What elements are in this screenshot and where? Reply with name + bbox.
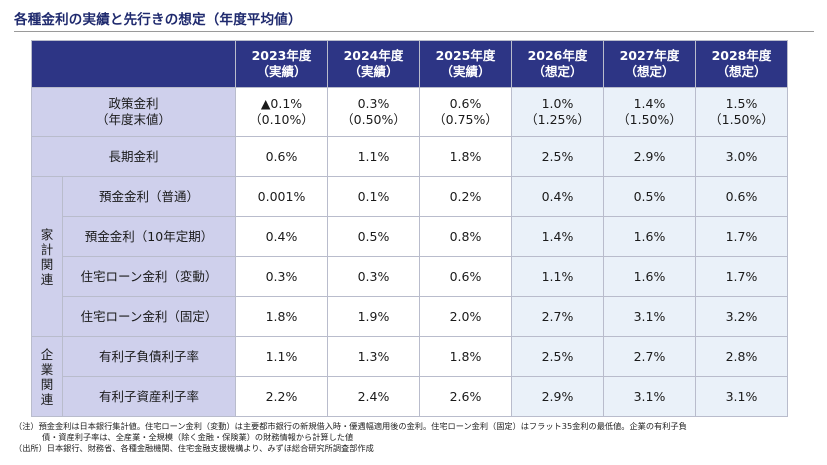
footnote-note-cont: 債・資産利子率は、全産業・全規模（除く金融・保険業）の財務情報から計算した値: [42, 432, 354, 442]
table-cell: 0.2%: [419, 176, 512, 217]
table-cell: 1.8%: [419, 136, 512, 177]
table-cell: 2.7%: [603, 336, 696, 377]
header-col-2024: 2024年度 （実績）: [327, 40, 420, 88]
header-row: 2023年度 （実績） 2024年度 （実績） 2025年度 （実績） 2026年度（…: [31, 40, 788, 88]
table-cell: 1.5% （1.50%）: [695, 87, 788, 137]
table-cell: 0.3%: [327, 256, 420, 297]
table-cell: 2.7%: [511, 296, 604, 337]
table-cell: 2.5%: [511, 336, 604, 377]
table-cell: 0.3% （0.50%）: [327, 87, 420, 137]
table-cell: 2.4%: [327, 376, 420, 417]
interest-rate-table: 2023年度 （実績） 2024年度 （実績） 2025年度 （実績） 2026年度（…: [31, 40, 788, 417]
table-cell: 1.3%: [327, 336, 420, 377]
table-cell: 0.1%: [327, 176, 420, 217]
table-cell: 1.8%: [419, 336, 512, 377]
table-row-long-term-rate: 長期金利 0.6% 1.1% 1.8% 2.5% 2.9% 3.0%: [31, 136, 788, 177]
table-cell: 0.3%: [235, 256, 328, 297]
table-cell: 0.5%: [327, 216, 420, 257]
group-label-corporate: 企業関連: [31, 336, 63, 417]
table-cell: 2.5%: [511, 136, 604, 177]
row-label-mortgage-variable: 住宅ローン金利（変動）: [62, 256, 236, 297]
header-col-2027: 2027年度 （想定）: [603, 40, 696, 88]
table-cell: 3.0%: [695, 136, 788, 177]
table-cell: 1.6%: [603, 216, 696, 257]
table-row-mortgage-variable: 住宅ローン金利（変動） 0.3% 0.3% 0.6% 1.1% 1.6% 1.7…: [32, 256, 788, 297]
row-label-mortgage-fixed: 住宅ローン金利（固定）: [62, 296, 236, 337]
table-cell: 0.001%: [235, 176, 328, 217]
table-row-asset-interest: 有利子資産利子率 2.2% 2.4% 2.6% 2.9% 3.1% 3.1%: [32, 376, 788, 417]
table-cell: 1.0% （1.25%）: [511, 87, 604, 137]
header-col-2023: 2023年度 （実績）: [235, 40, 328, 88]
table-row-debt-interest: 企業関連 有利子負債利子率 1.1% 1.3% 1.8% 2.5% 2.7% 2…: [31, 336, 788, 417]
table-cell: 2.2%: [235, 376, 328, 417]
page-title: 各種金利の実績と先行きの想定（年度平均値）: [14, 12, 302, 28]
table-cell: 1.9%: [327, 296, 420, 337]
table-cell: 0.5%: [603, 176, 696, 217]
table-row-mortgage-fixed: 住宅ローン金利（固定） 1.8% 1.9% 2.0% 2.7% 3.1% 3.2…: [32, 296, 788, 337]
table-cell: 2.9%: [603, 136, 696, 177]
row-label-asset-interest: 有利子資産利子率: [62, 376, 236, 417]
footnote-source: （出所）日本銀行、財務省、各種金融機関、住宅金融支援機構より、みずほ総合研究所調…: [14, 443, 374, 453]
table-cell: 3.2%: [695, 296, 788, 337]
header-corner: [31, 40, 236, 88]
table-cell: 0.6%: [419, 256, 512, 297]
header-col-2025: 2025年度 （実績）: [419, 40, 512, 88]
table-row-deposit-10y: 預金金利（10年定期） 0.4% 0.5% 0.8% 1.4% 1.6% 1.7…: [32, 216, 788, 257]
table-cell: 0.6%: [695, 176, 788, 217]
table-cell: 0.8%: [419, 216, 512, 257]
table-cell: 2.8%: [695, 336, 788, 377]
table-cell: 1.7%: [695, 216, 788, 257]
row-label-deposit-ordinary: 預金金利（普通）: [62, 176, 236, 217]
row-label-long-term-rate: 長期金利: [31, 136, 236, 177]
table-cell: 1.8%: [235, 296, 328, 337]
header-col-2028: 2028年度 （想定）: [695, 40, 788, 88]
title-divider: [14, 31, 814, 32]
table-cell: 3.1%: [603, 376, 696, 417]
table-cell: 2.6%: [419, 376, 512, 417]
table-cell: 1.6%: [603, 256, 696, 297]
table-cell: 1.1%: [327, 136, 420, 177]
row-label-policy-rate: 政策金利 （年度末値）: [31, 87, 236, 137]
table-cell: ▲0.1% （0.10%）: [235, 87, 328, 137]
table-cell: 0.6%: [235, 136, 328, 177]
table-cell: 3.1%: [695, 376, 788, 417]
table-cell: 0.6% （0.75%）: [419, 87, 512, 137]
table-cell: 3.1%: [603, 296, 696, 337]
table-row-deposit-ordinary: 家計関連 預金金利（普通） 0.001% 0.1% 0.2% 0.4% 0.5%…: [31, 176, 788, 337]
footnote-note: （注）預金金利は日本銀行集計値。住宅ローン金利（変動）は主要都市銀行の新規借入時…: [14, 421, 687, 431]
group-label-household: 家計関連: [31, 176, 63, 337]
table-cell: 0.4%: [511, 176, 604, 217]
table-cell: 0.4%: [235, 216, 328, 257]
table-cell: 1.4%: [511, 216, 604, 257]
table-cell: 1.1%: [235, 336, 328, 377]
table-cell: 1.7%: [695, 256, 788, 297]
row-label-debt-interest: 有利子負債利子率: [62, 336, 236, 377]
table-cell: 2.9%: [511, 376, 604, 417]
table-cell: 2.0%: [419, 296, 512, 337]
row-label-deposit-10y: 預金金利（10年定期）: [62, 216, 236, 257]
table-cell: 1.4% （1.50%）: [603, 87, 696, 137]
footnotes: （注）預金金利は日本銀行集計値。住宅ローン金利（変動）は主要都市銀行の新規借入時…: [14, 421, 819, 454]
table-cell: 1.1%: [511, 256, 604, 297]
header-col-2026: 2026年度 （想定）: [511, 40, 604, 88]
table-row-policy-rate: 政策金利 （年度末値） ▲0.1% （0.10%） 0.3% （0.50%） 0.6%…: [31, 87, 788, 137]
